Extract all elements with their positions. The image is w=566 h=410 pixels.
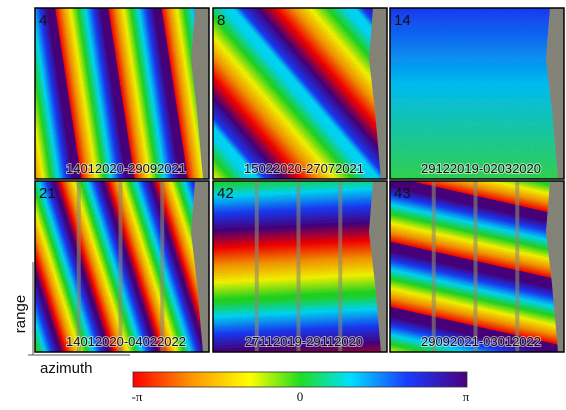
swath-seam: [473, 181, 478, 352]
range-label: range: [12, 295, 29, 333]
land-area: [546, 181, 564, 352]
panel-number: 14: [394, 12, 411, 29]
interferogram-panel: 43 29092021-03012022: [389, 180, 565, 353]
swath-seam: [160, 181, 165, 352]
panel-border: [212, 7, 388, 180]
land-area: [369, 8, 387, 179]
panel-number: 43: [394, 185, 411, 202]
interferogram-panel: 42 27112019-29112020: [212, 180, 388, 353]
swath-seam: [515, 181, 520, 352]
panel-number: 42: [217, 185, 234, 202]
panel-border: [212, 180, 388, 353]
interferogram-panel: 14 29122019-02032020: [389, 7, 565, 180]
colorbar-label: -π: [132, 389, 143, 404]
swath-seam: [431, 181, 436, 352]
azimuth-label: azimuth: [40, 360, 93, 377]
interferogram-panel: 4 14012020-29092021: [34, 7, 210, 180]
panel-dates: 14012020-04022022: [66, 334, 186, 349]
panel-dates: 29122019-02032020: [421, 161, 541, 176]
interferogram-image: [390, 8, 564, 179]
panel-number: 8: [217, 12, 225, 29]
interferogram-image: [35, 8, 209, 179]
colorbar-label: 0: [297, 389, 304, 404]
swath-seam: [254, 181, 259, 352]
swath-seam: [296, 181, 301, 352]
panel-border: [389, 7, 565, 180]
interferogram-panel: 21 14012020-04022022: [34, 180, 210, 353]
land-area: [546, 8, 564, 179]
land-area: [191, 8, 209, 179]
colorbar: [132, 371, 468, 388]
panel-dates: 14012020-29092021: [66, 161, 186, 176]
panel-dates: 15022020-27072021: [244, 161, 364, 176]
panel-number: 4: [39, 12, 47, 29]
panel-dates: 27112019-29112020: [245, 334, 363, 349]
colorbar-label: π: [463, 389, 470, 404]
swath-seam: [118, 181, 123, 352]
panel-border: [389, 180, 565, 353]
panel-border: [34, 7, 210, 180]
swath-seam: [338, 181, 343, 352]
land-area: [191, 181, 209, 352]
land-area: [369, 181, 387, 352]
interferogram-image: [213, 8, 387, 179]
swath-seam: [76, 181, 81, 352]
panel-dates: 29092021-03012022: [421, 334, 541, 349]
interferogram-panel: 8 15022020-27072021: [212, 7, 388, 180]
panel-number: 21: [39, 185, 56, 202]
panel-border: [34, 180, 210, 353]
